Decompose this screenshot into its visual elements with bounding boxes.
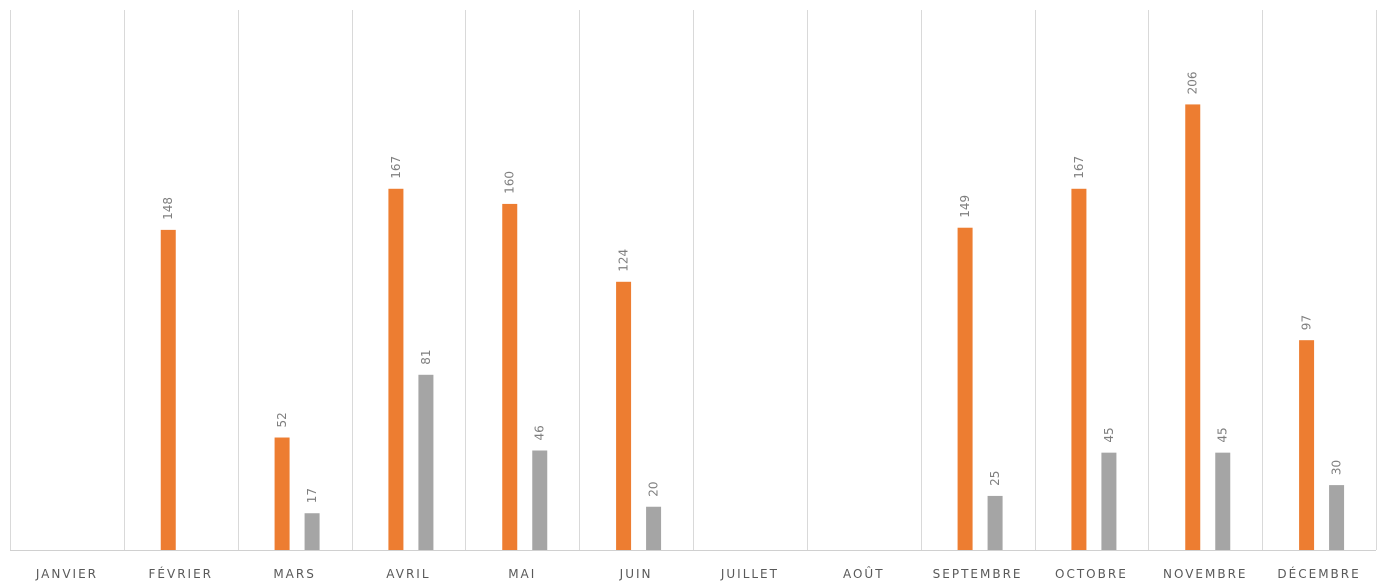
x-tick-label: FÉVRIER bbox=[149, 566, 214, 581]
data-label: 160 bbox=[503, 171, 517, 194]
x-tick-label: OCTOBRE bbox=[1055, 567, 1128, 581]
data-label: 17 bbox=[305, 488, 319, 503]
bar bbox=[1071, 188, 1087, 551]
x-tick-label: AOÛT bbox=[843, 566, 885, 581]
bar bbox=[304, 513, 320, 550]
bar bbox=[418, 374, 434, 550]
data-label: 45 bbox=[1102, 427, 1116, 442]
data-label: 52 bbox=[275, 412, 289, 427]
data-label: 206 bbox=[1186, 72, 1200, 95]
bar bbox=[532, 450, 548, 550]
bar bbox=[1215, 452, 1231, 550]
x-tick-label: JUILLET bbox=[720, 567, 779, 581]
data-label: 149 bbox=[958, 195, 972, 218]
bar bbox=[160, 229, 176, 550]
bar bbox=[1299, 340, 1315, 550]
bar bbox=[1185, 104, 1201, 550]
bar bbox=[987, 495, 1003, 550]
bar bbox=[646, 506, 662, 550]
bar bbox=[1329, 485, 1345, 550]
bars-layer bbox=[160, 104, 1345, 551]
x-tick-label: DÉCEMBRE bbox=[1277, 566, 1360, 581]
bar bbox=[1101, 452, 1117, 550]
data-label: 25 bbox=[988, 471, 1002, 486]
data-label: 167 bbox=[389, 156, 403, 179]
bar bbox=[616, 281, 632, 550]
data-label: 30 bbox=[1330, 460, 1344, 475]
data-label: 46 bbox=[533, 425, 547, 440]
data-label: 124 bbox=[617, 249, 631, 272]
data-label: 167 bbox=[1072, 156, 1086, 179]
data-label: 45 bbox=[1216, 427, 1230, 442]
x-tick-label: NOVEMBRE bbox=[1163, 567, 1248, 581]
bar bbox=[502, 203, 518, 551]
grid-layer bbox=[10, 10, 1377, 551]
data-label: 81 bbox=[419, 350, 433, 365]
x-axis: JANVIER FÉVRIER MARS AVRIL MAI JUIN JUILLET AOÛ… bbox=[35, 566, 1360, 581]
x-tick-label: MAI bbox=[508, 567, 536, 581]
x-tick-label: SEPTEMBRE bbox=[933, 567, 1023, 581]
x-tick-label: MARS bbox=[273, 567, 316, 581]
x-tick-label: JANVIER bbox=[35, 567, 98, 581]
data-label: 148 bbox=[161, 197, 175, 220]
bar bbox=[388, 188, 404, 551]
bar bbox=[957, 227, 973, 550]
bar bbox=[274, 437, 290, 550]
x-tick-label: JUIN bbox=[619, 567, 653, 581]
data-label: 20 bbox=[647, 481, 661, 496]
value-labels-layer: 148 52 167 160 124 149 167 206 97 17 81 46 20 25 45 45 3… bbox=[161, 72, 1343, 504]
data-label: 97 bbox=[1300, 315, 1314, 330]
x-tick-label: AVRIL bbox=[386, 567, 430, 581]
